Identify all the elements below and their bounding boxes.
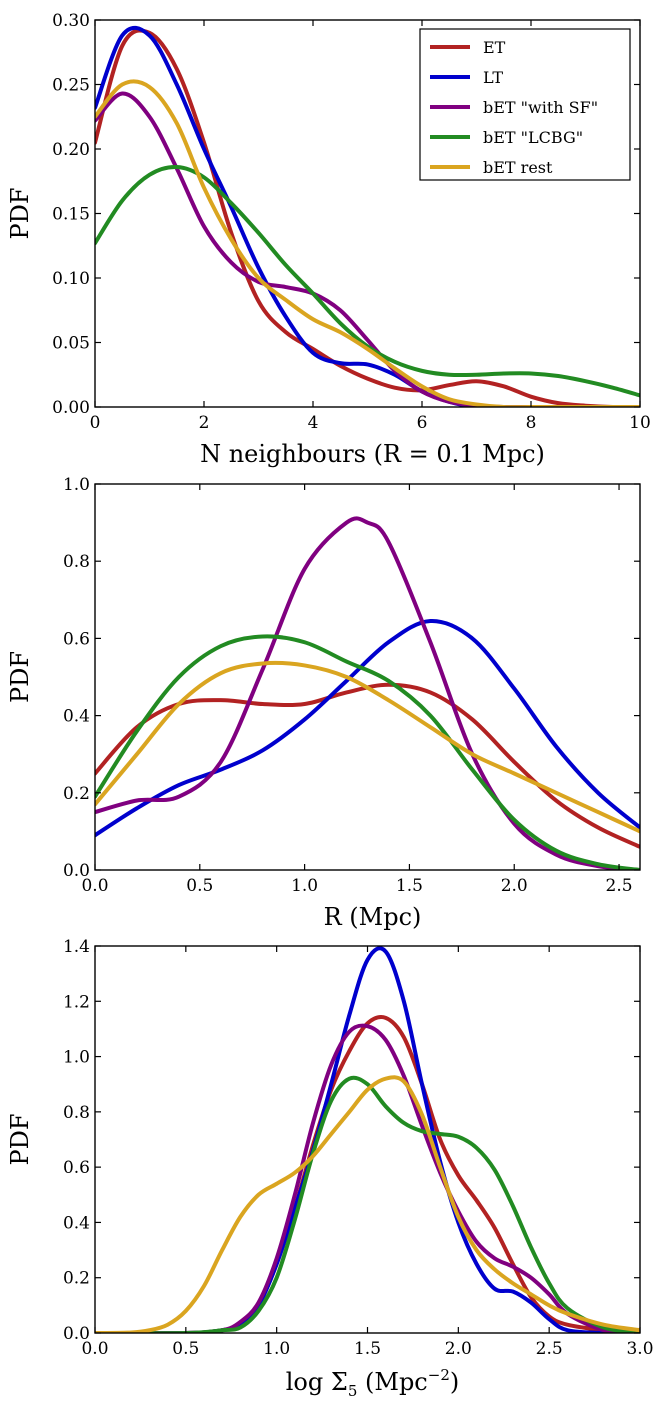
y-tick-label: 0.6 [63, 629, 90, 649]
y-axis-label: PDF [6, 1113, 34, 1165]
series-line-bet-rest [95, 660, 640, 834]
y-tick-label: 0.10 [52, 269, 90, 289]
y-tick-label: 1.0 [63, 475, 90, 495]
y-tick-label: 0.8 [63, 1103, 90, 1123]
series-line-bet-with-sf [95, 516, 640, 870]
y-axis-label: PDF [6, 187, 34, 239]
x-tick-label: 0.5 [186, 876, 213, 896]
legend-box [419, 28, 631, 181]
y-tick-label: 1.4 [63, 937, 90, 957]
y-axis-label: PDF [6, 651, 34, 703]
y-tick-label: 0.8 [63, 552, 90, 572]
x-tick-label: 8 [526, 413, 537, 433]
legend-label: LT [483, 68, 503, 87]
plot-frame [94, 945, 641, 1334]
x-tick-label: 0 [90, 413, 101, 433]
y-tick-label: 1.2 [63, 992, 90, 1012]
x-tick-label: 4 [308, 413, 319, 433]
legend-label: bET rest [483, 158, 553, 177]
y-tick-label: 0.0 [63, 1324, 90, 1344]
y-tick-label: 0.2 [63, 784, 90, 804]
x-tick-label: 1.0 [263, 1339, 290, 1359]
y-tick-label: 0.30 [52, 11, 90, 31]
x-tick-label: 2 [199, 413, 210, 433]
legend: ET LT bET "with SF" bET "LCBG" bET rest [419, 28, 631, 181]
y-tick-label: 0.00 [52, 398, 90, 418]
y-tick-label: 0.6 [63, 1158, 90, 1178]
series-line-lt [95, 619, 640, 838]
series-line-bet-lcbg [95, 634, 640, 870]
x-tick-label: 0.0 [81, 1339, 108, 1359]
series-line-lt [95, 25, 640, 407]
x-tick-label: 2.5 [606, 876, 633, 896]
y-tick-label: 0.05 [52, 334, 90, 354]
x-tick-label: 2.5 [536, 1339, 563, 1359]
y-tick-label: 0.15 [52, 205, 90, 225]
legend-label: bET "with SF" [483, 98, 598, 117]
x-tick-label: 2.0 [501, 876, 528, 896]
series-line-bet-rest [95, 1075, 640, 1333]
x-axis-label: N neighbours (R = 0.1 Mpc) [200, 440, 545, 468]
y-tick-label: 0.25 [52, 76, 90, 96]
plot-frame [94, 483, 641, 871]
series-line-et [95, 28, 640, 407]
x-tick-label: 3.0 [626, 1339, 653, 1359]
y-tick-label: 0.20 [52, 140, 90, 160]
x-tick-label: 0.0 [81, 876, 108, 896]
x-tick-label: 0.5 [172, 1339, 199, 1359]
series-line-bet-with-sf [95, 1023, 640, 1333]
x-tick-label: 1.0 [291, 876, 318, 896]
series-line-lt [95, 946, 640, 1333]
legend-label: bET "LCBG" [483, 128, 583, 147]
x-tick-label: 1.5 [396, 876, 423, 896]
series-line-bet-lcbg [95, 165, 640, 398]
series-line-et [95, 1014, 640, 1333]
legend-label: ET [483, 38, 506, 57]
series-line-et [95, 682, 640, 849]
chart-panel-1: 0 2 4 6 8 10 0.00 0.05 0.10 0.15 0.20 0.25 0.30 N nei… [6, 11, 651, 468]
x-tick-label: 6 [417, 413, 428, 433]
y-tick-label: 0.4 [63, 707, 90, 727]
x-tick-label: 1.5 [354, 1339, 381, 1359]
y-tick-label: 0.0 [63, 861, 90, 881]
x-tick-label: 10 [629, 413, 651, 433]
chart-panel-3: 0.0 0.5 1.0 1.5 2.0 2.5 3.0 0.0 0.2 0.4 0.6 0.8 1.0 1… [6, 937, 654, 1400]
x-axis-label: R (Mpc) [324, 903, 422, 931]
x-axis-label: log Σ5 (Mpc−2) [286, 1366, 460, 1400]
chart-panel-2: 0.0 0.5 1.0 1.5 2.0 2.5 0.0 0.2 0.4 0.6 0.8 1.0 R (M… [6, 475, 641, 931]
y-tick-label: 1.0 [63, 1048, 90, 1068]
y-tick-label: 0.4 [63, 1213, 90, 1233]
x-tick-label: 2.0 [445, 1339, 472, 1359]
y-tick-label: 0.2 [63, 1269, 90, 1289]
series-line-bet-lcbg [95, 1075, 640, 1333]
